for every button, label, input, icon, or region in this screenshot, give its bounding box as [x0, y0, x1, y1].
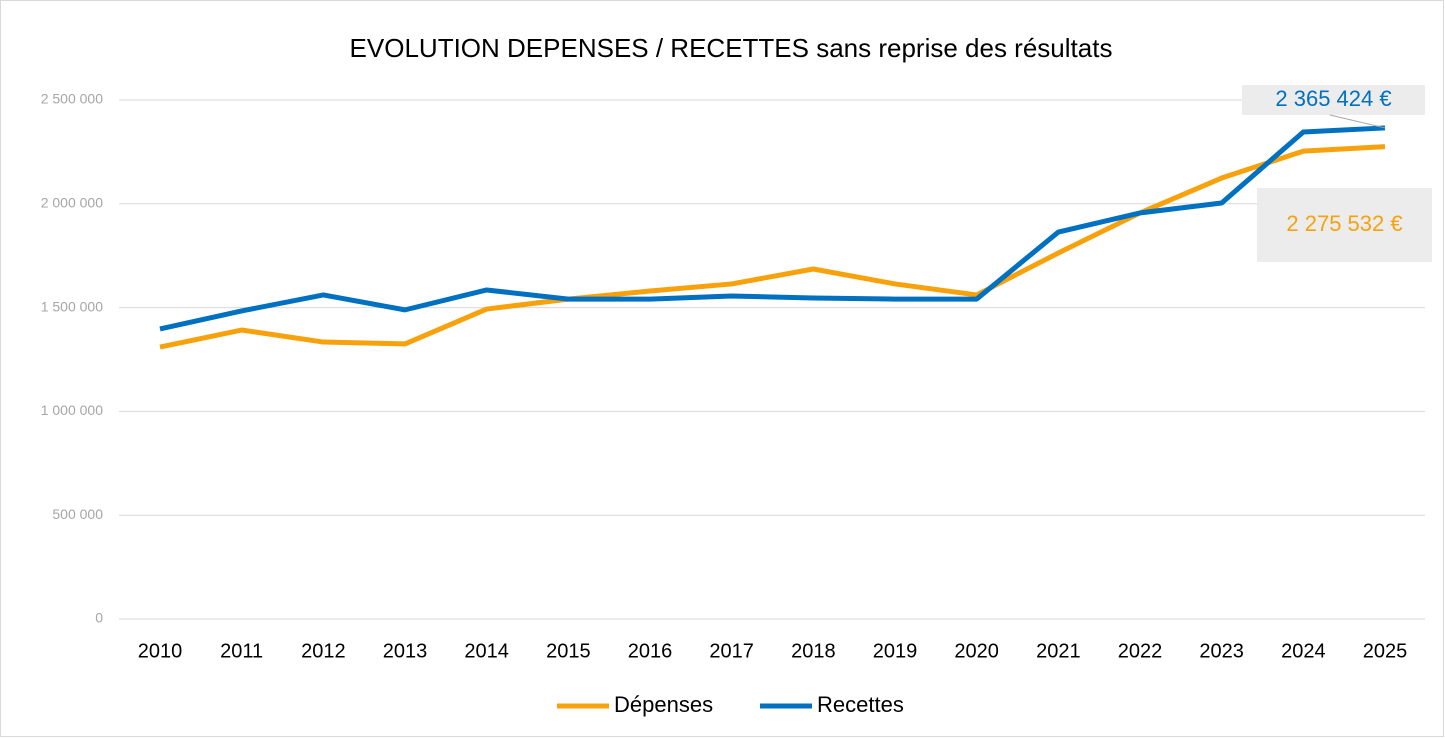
x-tick-label: 2015 — [546, 640, 591, 662]
data-label: 2 275 532 € — [1286, 211, 1402, 236]
x-tick-label: 2018 — [791, 640, 836, 662]
x-tick-label: 2022 — [1118, 640, 1163, 662]
y-tick-label: 500 000 — [52, 506, 103, 522]
x-tick-label: 2011 — [220, 640, 263, 662]
x-tick-label: 2020 — [954, 640, 999, 662]
y-tick-label: 2 000 000 — [41, 195, 103, 211]
x-tick-label: 2025 — [1363, 640, 1408, 662]
x-tick-label: 2010 — [138, 640, 183, 662]
y-tick-label: 1 000 000 — [41, 402, 103, 418]
leader-line — [1329, 114, 1386, 129]
y-tick-label: 2 500 000 — [41, 91, 103, 107]
x-tick-label: 2019 — [873, 640, 918, 662]
legend-label: Dépenses — [614, 692, 713, 717]
x-tick-label: 2013 — [383, 640, 428, 662]
chart-title: EVOLUTION DEPENSES / RECETTES sans repri… — [350, 33, 1113, 63]
x-tick-label: 2014 — [464, 640, 509, 662]
x-tick-label: 2021 — [1036, 640, 1081, 662]
x-tick-label: 2016 — [628, 640, 673, 662]
data-label-box — [1257, 188, 1432, 262]
x-tick-label: 2023 — [1199, 640, 1244, 662]
data-label-box — [1242, 85, 1425, 115]
data-label: 2 365 424 € — [1275, 86, 1391, 111]
x-tick-label: 2012 — [301, 640, 346, 662]
x-tick-label: 2024 — [1281, 640, 1326, 662]
y-tick-label: 1 500 000 — [41, 298, 103, 314]
legend-label: Recettes — [817, 692, 904, 717]
series-line — [159, 144, 1386, 350]
series-line — [159, 125, 1386, 332]
y-tick-label: 0 — [95, 610, 103, 626]
x-tick-label: 2017 — [709, 640, 754, 662]
